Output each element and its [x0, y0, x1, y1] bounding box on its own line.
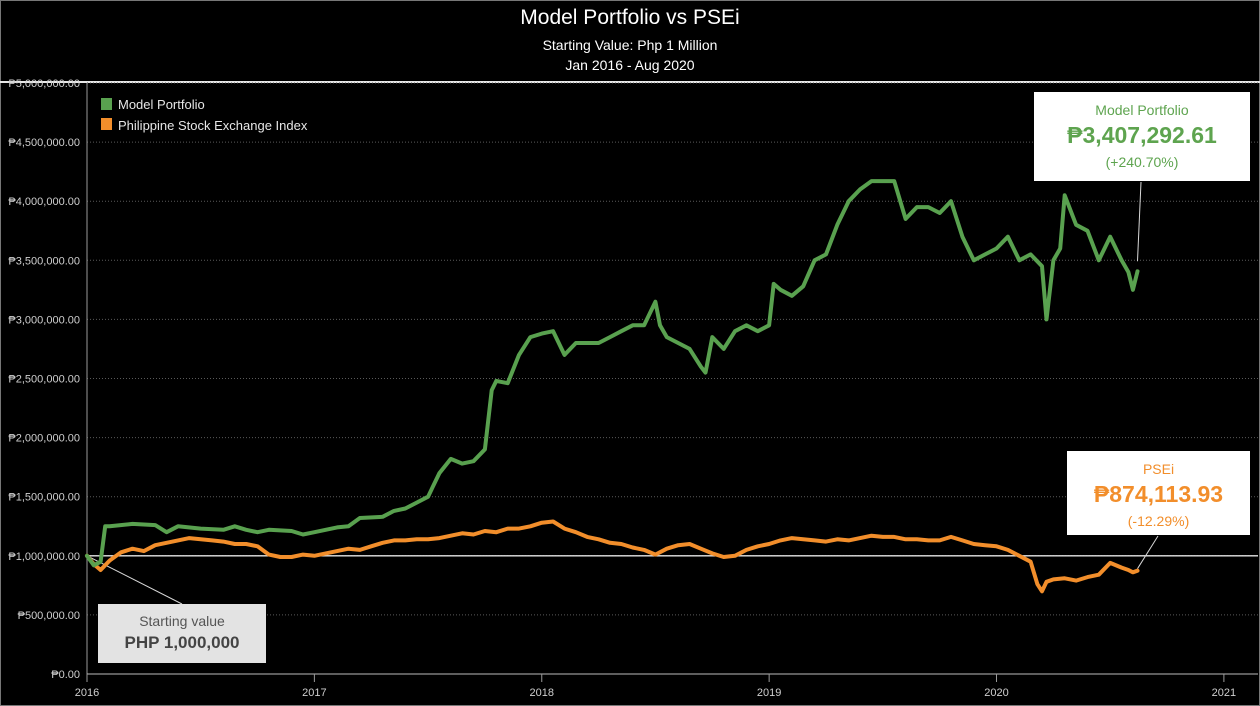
series-line-psei: [85, 519, 1140, 594]
y-tick-label: ₱500,000.00: [18, 610, 80, 622]
series-line-model-portfolio: [85, 179, 1140, 568]
header-divider: [0, 81, 1260, 83]
y-tick-label: ₱1,500,000.00: [8, 492, 80, 504]
x-tick-label: 2017: [302, 687, 326, 699]
callout-starting-value: Starting value PHP 1,000,000: [98, 604, 266, 663]
callout-leaders: [86, 181, 1159, 605]
y-tick-label: ₱0.00: [51, 669, 80, 681]
grid-lines: [87, 82, 1258, 616]
x-tick-label: 2016: [75, 687, 99, 699]
x-tick-label: 2019: [757, 687, 781, 699]
legend-swatch-psei: [101, 118, 112, 130]
y-tick-label: ₱4,000,000.00: [8, 196, 80, 208]
series-lines: [85, 179, 1140, 594]
x-tick-label: 2018: [530, 687, 554, 699]
leader-psei: [1137, 535, 1159, 569]
chart-legend: Model Portfolio Philippine Stock Exchang…: [101, 97, 308, 133]
chart-date-range: Jan 2016 - Aug 2020: [565, 57, 695, 73]
callout-model-value: ₱3,407,292.61: [1067, 122, 1217, 148]
callout-psei: PSEi ₱874,113.93 (-12.29%): [1067, 451, 1250, 535]
callout-model-portfolio: Model Portfolio ₱3,407,292.61 (+240.70%): [1034, 92, 1250, 181]
y-tick-label: ₱4,500,000.00: [8, 137, 80, 149]
y-tick-label: ₱3,000,000.00: [8, 314, 80, 326]
y-tick-label: ₱5,000,000.00: [8, 78, 80, 90]
legend-label-model-portfolio: Model Portfolio: [118, 97, 205, 112]
legend-swatch-model-portfolio: [101, 98, 112, 110]
callout-start-value: PHP 1,000,000: [124, 633, 240, 652]
chart-title: Model Portfolio vs PSEi: [520, 6, 740, 29]
callout-model-change: (+240.70%): [1105, 154, 1179, 170]
callout-psei-value: ₱874,113.93: [1093, 481, 1224, 507]
x-tick-label: 2021: [1212, 687, 1236, 699]
chart-subtitle: Starting Value: Php 1 Million: [542, 37, 718, 53]
callout-psei-change: (-12.29%): [1127, 513, 1190, 529]
axes: ₱0.00 ₱500,000.00 ₱1,000,000.00 ₱1,500,000.…: [8, 78, 1258, 699]
chart-header: Model Portfolio vs PSEi Starting Value: …: [0, 0, 1260, 83]
x-tick-label: 2020: [984, 687, 1008, 699]
y-tick-label: ₱2,000,000.00: [8, 433, 80, 445]
callout-psei-name: PSEi: [1142, 461, 1175, 477]
y-tick-label: ₱1,000,000.00: [8, 551, 80, 563]
y-tick-label: ₱3,500,000.00: [8, 255, 80, 267]
callout-model-name: Model Portfolio: [1095, 102, 1189, 118]
callout-start-name: Starting value: [139, 613, 225, 629]
leader-starting-value: [86, 555, 183, 605]
legend-label-psei: Philippine Stock Exchange Index: [118, 118, 308, 133]
leader-model-portfolio: [1136, 181, 1142, 262]
y-tick-label: ₱2,500,000.00: [8, 374, 80, 386]
